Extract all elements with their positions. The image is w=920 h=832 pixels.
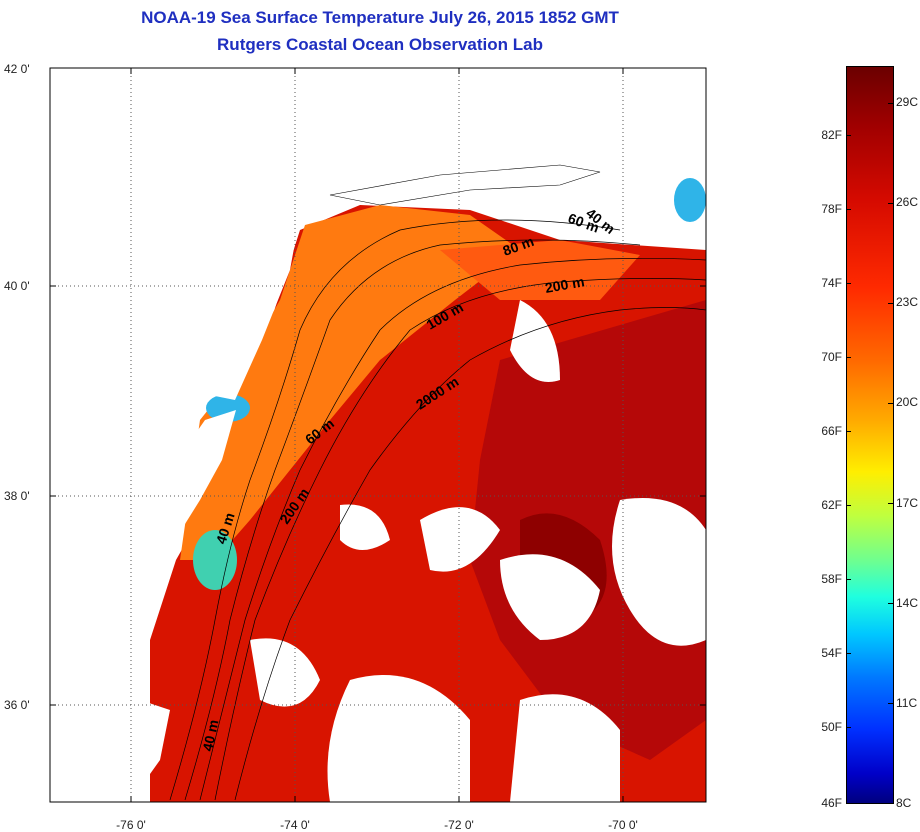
lat-label: 42 0' [4,62,30,76]
cloud-patch-3 [612,498,706,646]
map-title: NOAA-19 Sea Surface Temperature July 26,… [141,8,619,27]
lon-label: -74 0' [280,818,310,832]
celsius-label: 17C [896,496,919,510]
fahrenheit-label: 54F [821,646,842,660]
fahrenheit-label: 70F [821,350,842,364]
celsius-label: 20C [896,395,919,409]
celsius-label: 14C [896,596,919,610]
cloud-patch-5 [327,675,470,802]
celsius-label: 29C [896,95,919,109]
contour-2000m [234,307,706,801]
land-northeast [50,68,706,440]
contour-100m [199,257,706,801]
fahrenheit-label: 82F [821,128,842,142]
lat-label: 40 0' [4,279,30,293]
cloud-patch-1 [420,507,500,572]
temperature-colorbar [846,66,894,804]
land-virginia [50,450,160,702]
cloud-patch-8 [340,504,390,550]
land-long-island [329,164,601,206]
lat-label: 38 0' [4,489,30,503]
depth-label: 200 m [544,273,586,296]
cloud-patch-6 [510,694,620,802]
celsius-label: 11C [896,696,918,710]
cloud-patch-2 [500,554,600,640]
lon-label: -72 0' [444,818,474,832]
shelf-warm-zone [180,205,520,560]
contour-40m [169,219,621,801]
land-delmarva [160,410,236,540]
contour-60m [184,239,641,801]
cloud-patch-4 [250,638,320,707]
fahrenheit-label: 74F [821,276,842,290]
fahrenheit-label: 66F [821,424,842,438]
land-carolina [50,700,170,802]
lat-label: 36 0' [4,698,30,712]
contour-200m [214,278,706,801]
fahrenheit-label: 58F [821,572,842,586]
fahrenheit-label: 46F [821,796,842,810]
celsius-label: 23C [896,295,919,309]
outer-shelf-band [440,240,640,300]
map-frame [49,67,707,803]
cool-patch-delaware [206,394,250,422]
map-subtitle: Rutgers Coastal Ocean Observation Lab [217,35,543,54]
fahrenheit-label: 50F [821,720,842,734]
celsius-label: 26C [896,195,919,209]
cool-patch-northeast [674,178,706,222]
lon-label: -76 0' [116,818,146,832]
graticule [50,68,706,802]
lon-label: -70 0' [608,818,638,832]
cool-patch-chesapeake [193,530,237,590]
fahrenheit-label: 78F [821,202,842,216]
celsius-label: 8C [896,796,912,810]
fahrenheit-label: 62F [821,498,842,512]
depth-label: 40 m [199,718,221,753]
cloud-patch-7 [510,300,560,382]
